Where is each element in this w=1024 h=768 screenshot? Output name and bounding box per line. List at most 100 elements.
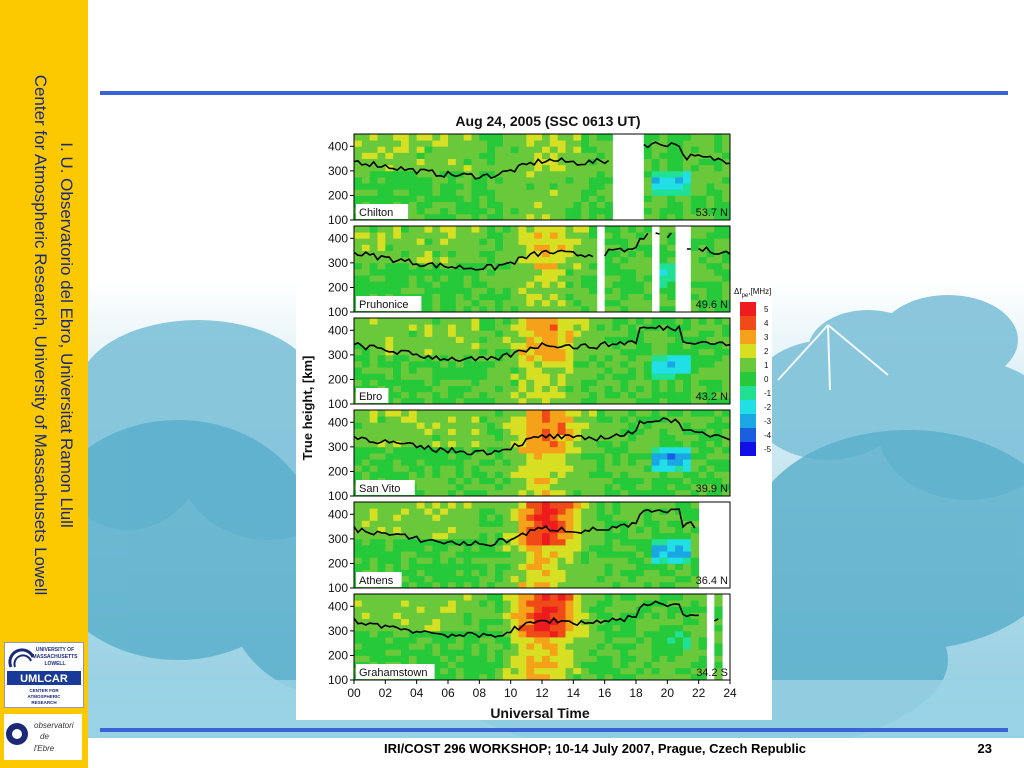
heatmap-cell xyxy=(565,244,574,251)
heatmap-cell xyxy=(651,361,660,368)
heatmap-cell xyxy=(659,471,668,478)
heatmap-cell xyxy=(675,140,684,147)
heatmap-cell xyxy=(448,287,457,294)
heatmap-cell xyxy=(416,630,425,638)
heatmap-cell xyxy=(596,551,606,558)
heatmap-cell xyxy=(589,612,598,619)
heatmap-cell xyxy=(722,244,731,251)
heatmap-cell xyxy=(667,569,676,577)
heatmap-cell xyxy=(424,446,433,454)
heatmap-cell xyxy=(502,600,512,607)
heatmap-cell xyxy=(581,385,590,393)
heatmap-cell xyxy=(377,134,386,141)
heatmap-cell xyxy=(361,526,371,534)
heatmap-cell xyxy=(643,526,653,534)
heatmap-cell xyxy=(604,483,613,491)
heatmap-cell xyxy=(643,575,653,583)
heatmap-cell xyxy=(557,600,566,607)
heatmap-cell xyxy=(495,600,504,607)
heatmap-cell xyxy=(354,612,363,619)
heatmap-cell xyxy=(401,195,410,202)
heatmap-cell xyxy=(369,545,378,552)
heatmap-cell xyxy=(612,618,621,626)
heatmap-cell xyxy=(463,287,472,294)
heatmap-cell xyxy=(401,354,410,362)
heatmap-cell xyxy=(643,624,653,632)
heatmap-cell xyxy=(714,373,723,380)
heatmap-cell xyxy=(722,367,731,374)
latitude-label: 53.7 N xyxy=(696,207,728,219)
heatmap-cell xyxy=(667,134,676,141)
heatmap-cell xyxy=(690,158,700,166)
heatmap-cell xyxy=(589,385,598,393)
heatmap-cell xyxy=(393,538,402,546)
heatmap-cell xyxy=(495,618,504,626)
heatmap-cell xyxy=(354,262,363,270)
heatmap-cell xyxy=(440,293,449,301)
heatmap-cell xyxy=(714,348,723,356)
heatmap-cell xyxy=(479,453,488,460)
heatmap-cell xyxy=(706,385,715,393)
heatmap-cell xyxy=(573,281,582,288)
heatmap-cell xyxy=(596,446,606,454)
heatmap-cell xyxy=(549,655,559,662)
heatmap-cell xyxy=(361,557,371,564)
heatmap-chart: Aug 24, 2005 (SSC 0613 UT) True height, … xyxy=(300,113,772,721)
heatmap-cell xyxy=(377,618,386,626)
heatmap-cell xyxy=(659,569,668,577)
heatmap-cell xyxy=(518,318,527,325)
heatmap-cell xyxy=(565,575,574,583)
heatmap-cell xyxy=(628,538,637,546)
heatmap-cell xyxy=(471,269,480,276)
heatmap-cell xyxy=(354,416,363,423)
heatmap-cell xyxy=(502,170,512,178)
heatmap-cell xyxy=(518,152,527,159)
heatmap-cell xyxy=(424,649,433,656)
heatmap-cell xyxy=(518,348,527,356)
heatmap-cell xyxy=(495,348,504,356)
heatmap-cell xyxy=(416,330,425,337)
heatmap-cell xyxy=(683,324,692,331)
heatmap-cell xyxy=(448,514,457,521)
heatmap-cell xyxy=(690,483,700,491)
heatmap-cell xyxy=(596,453,606,460)
heatmap-cell xyxy=(604,655,613,662)
heatmap-cell xyxy=(534,545,543,552)
heatmap-cell xyxy=(636,330,645,337)
heatmap-cell xyxy=(549,502,559,509)
heatmap-cell xyxy=(463,207,472,215)
heatmap-cell xyxy=(573,177,582,184)
heatmap-cell xyxy=(393,170,402,178)
heatmap-cell xyxy=(432,170,441,178)
heatmap-cell xyxy=(385,287,394,294)
heatmap-cell xyxy=(361,606,371,613)
heatmap-cell xyxy=(596,489,606,497)
heatmap-cell xyxy=(393,391,402,399)
heatmap-cell xyxy=(542,667,551,675)
heatmap-cell xyxy=(706,330,715,337)
heatmap-cell xyxy=(495,483,504,491)
heatmap-cell xyxy=(714,367,723,374)
heatmap-cell xyxy=(651,532,660,540)
heatmap-cell xyxy=(361,269,371,276)
heatmap-cell xyxy=(542,397,551,405)
heatmap-cell xyxy=(448,367,457,374)
heatmap-cell xyxy=(369,526,378,534)
station-label-bg xyxy=(356,388,389,403)
heatmap-cell xyxy=(651,569,660,577)
heatmap-cell xyxy=(393,520,402,527)
heatmap-cell xyxy=(440,367,449,374)
heatmap-cell xyxy=(628,612,637,619)
heatmap-cell xyxy=(628,244,637,251)
heatmap-cell xyxy=(526,177,535,184)
heatmap-cell xyxy=(377,428,386,435)
heatmap-cell xyxy=(573,238,582,245)
heatmap-cell xyxy=(690,293,700,301)
heatmap-cell xyxy=(596,667,606,675)
heatmap-cell xyxy=(542,630,551,638)
heatmap-cell xyxy=(354,361,363,368)
heatmap-cell xyxy=(643,373,653,380)
heatmap-cell xyxy=(510,471,519,478)
heatmap-cell xyxy=(455,158,465,166)
heatmap-cell xyxy=(495,606,504,613)
